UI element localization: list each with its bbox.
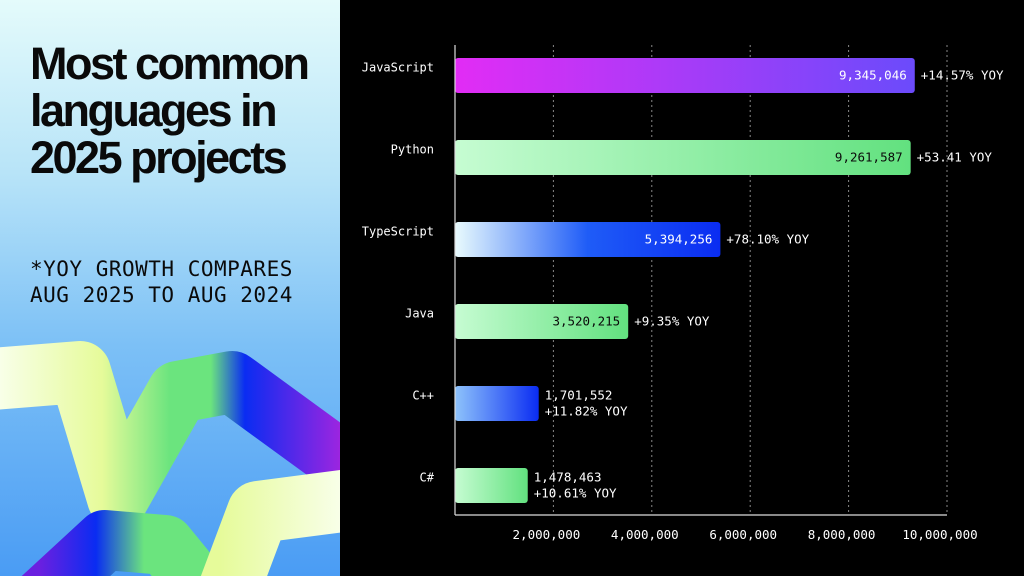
category-label: C++ bbox=[412, 389, 434, 403]
ribbon bbox=[0, 341, 340, 529]
growth-label: +10.61% YOY bbox=[534, 486, 617, 501]
category-label: TypeScript bbox=[362, 225, 434, 239]
x-tick-label: 10,000,000 bbox=[902, 527, 977, 542]
ribbon bbox=[21, 510, 230, 576]
value-label: 9,345,046 bbox=[839, 68, 907, 83]
x-tick-label: 2,000,000 bbox=[513, 527, 581, 542]
value-label: 1,701,552 bbox=[545, 388, 613, 403]
value-label: 3,520,215 bbox=[552, 314, 620, 329]
title-panel: Most common languages in 2025 projects *… bbox=[0, 0, 340, 576]
value-label: 9,261,587 bbox=[835, 150, 903, 165]
growth-label: +11.82% YOY bbox=[545, 404, 628, 419]
bar-typescript bbox=[455, 222, 721, 257]
category-label: Python bbox=[391, 143, 434, 157]
x-tick-label: 6,000,000 bbox=[709, 527, 777, 542]
bar-javascript bbox=[455, 58, 915, 93]
category-label: Java bbox=[405, 307, 434, 321]
x-tick-label: 8,000,000 bbox=[808, 527, 876, 542]
value-label: 5,394,256 bbox=[645, 232, 713, 247]
value-label: 1,478,463 bbox=[534, 470, 602, 485]
growth-label: +53.41 YOY bbox=[917, 150, 993, 165]
decorative-ribbons bbox=[0, 341, 340, 576]
footnote: *YOY GROWTH COMPARES AUG 2025 TO AUG 202… bbox=[30, 257, 293, 307]
ribbon bbox=[200, 470, 340, 576]
bar-cpp bbox=[455, 386, 539, 421]
bar-python bbox=[455, 140, 911, 175]
growth-label: +78.10% YOY bbox=[726, 232, 809, 247]
page-title: Most common languages in 2025 projects bbox=[30, 38, 310, 183]
category-label: C# bbox=[420, 471, 435, 485]
growth-label: +9.35% YOY bbox=[634, 314, 710, 329]
x-tick-label: 4,000,000 bbox=[611, 527, 679, 542]
bar-chart: JavaScript 9,345,046 +14.57% YOY Python 9,26… bbox=[362, 45, 1004, 542]
growth-label: +14.57% YOY bbox=[921, 68, 1004, 83]
bar-java bbox=[455, 304, 629, 339]
bar-csharp bbox=[455, 468, 528, 503]
category-label: JavaScript bbox=[362, 61, 434, 75]
